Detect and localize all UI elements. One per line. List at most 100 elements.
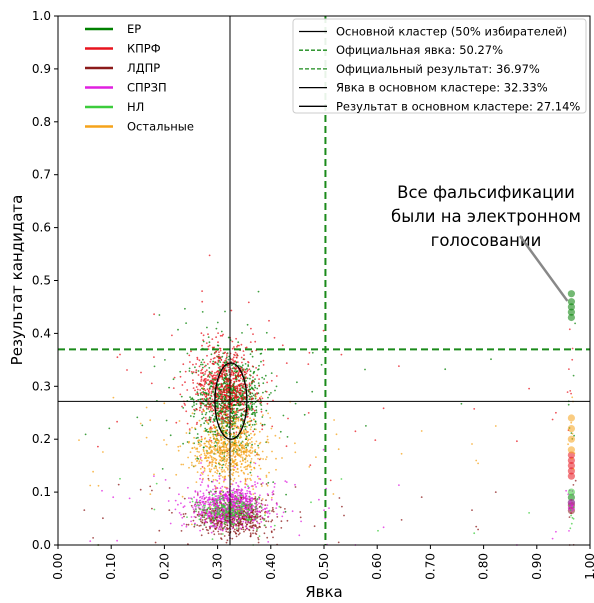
x-tick-label: 0.50 [317, 553, 331, 580]
data-point [227, 468, 229, 471]
data-point [232, 453, 235, 455]
data-point [196, 382, 199, 385]
data-point [238, 513, 241, 516]
data-point [238, 453, 241, 455]
data-point [201, 411, 203, 413]
data-point [210, 514, 213, 517]
data-point [219, 334, 222, 337]
data-point [207, 405, 210, 408]
data-point [208, 447, 211, 450]
data-point [184, 370, 187, 373]
data-point [202, 379, 205, 382]
data-point [224, 464, 227, 466]
data-point [188, 440, 191, 443]
data-point [239, 374, 242, 377]
data-point [102, 517, 104, 520]
data-point [216, 401, 219, 404]
data-point [225, 466, 228, 469]
data-point [225, 455, 228, 457]
evoting-point [567, 472, 576, 480]
data-point [194, 490, 197, 493]
data-point [195, 481, 198, 483]
data-point [219, 528, 222, 531]
data-point [365, 425, 367, 427]
data-point [236, 411, 239, 413]
data-point [214, 361, 216, 363]
x-tick-label: 0.70 [423, 553, 437, 580]
data-point [251, 403, 254, 406]
data-point [230, 309, 233, 312]
y-tick-label: 0.5 [32, 274, 51, 288]
data-point [258, 510, 261, 513]
data-point [274, 389, 276, 392]
data-point [232, 509, 235, 512]
data-point [173, 376, 176, 379]
data-point [211, 427, 213, 430]
data-point [196, 460, 198, 462]
data-point [225, 541, 228, 544]
data-point [216, 479, 219, 482]
data-point [245, 455, 248, 457]
data-point [571, 396, 574, 399]
data-point [207, 457, 210, 459]
data-point [202, 391, 205, 393]
data-point [180, 513, 182, 516]
data-point [250, 395, 253, 398]
data-point [194, 427, 196, 429]
data-point [245, 446, 248, 449]
data-point [230, 455, 233, 457]
data-point [205, 430, 207, 432]
data-point [241, 402, 244, 405]
data-point [475, 525, 478, 528]
data-point [242, 511, 244, 514]
data-point [258, 430, 261, 433]
data-point [285, 481, 288, 483]
data-point [265, 507, 268, 509]
data-point [243, 358, 246, 361]
data-point [240, 397, 242, 400]
data-point [354, 430, 357, 433]
data-point [571, 358, 574, 361]
data-point [237, 475, 240, 477]
data-point [151, 507, 153, 510]
data-point [276, 516, 279, 518]
data-point [223, 494, 225, 497]
data-point [259, 467, 262, 470]
data-point [194, 503, 197, 505]
data-point [570, 421, 573, 424]
data-point [244, 480, 247, 483]
data-point [231, 425, 233, 428]
data-point [223, 523, 226, 525]
data-point [191, 412, 194, 415]
data-point [237, 484, 239, 487]
x-tick-label: 0.60 [370, 553, 384, 580]
data-point [284, 480, 287, 482]
data-point [233, 381, 236, 384]
data-point [244, 495, 247, 498]
data-point [128, 497, 131, 500]
data-point [211, 370, 214, 373]
data-point [214, 431, 217, 433]
data-point [209, 428, 212, 431]
data-point [208, 493, 211, 496]
data-point [201, 398, 204, 400]
data-point [153, 473, 155, 476]
data-point [233, 491, 236, 493]
data-point [382, 526, 385, 529]
data-point [206, 363, 209, 365]
data-point [183, 402, 186, 405]
data-point [224, 403, 227, 406]
data-point [175, 473, 178, 476]
data-point [221, 453, 224, 456]
data-point [247, 473, 249, 476]
data-point [285, 493, 287, 496]
data-point [222, 476, 224, 478]
data-point [228, 454, 230, 456]
data-point [233, 521, 235, 524]
data-point [209, 436, 212, 439]
data-point [249, 407, 251, 409]
data-point [179, 393, 182, 396]
data-point [191, 506, 194, 509]
data-point [551, 537, 554, 540]
data-point [572, 484, 575, 486]
